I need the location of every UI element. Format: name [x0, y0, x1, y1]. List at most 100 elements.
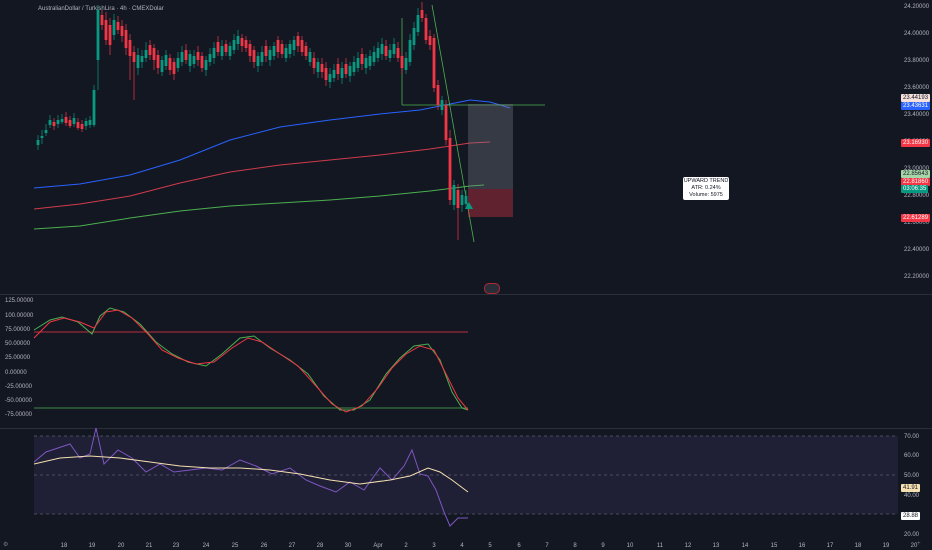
candle-body — [148, 45, 152, 55]
candle-body — [324, 68, 328, 80]
candle-body — [456, 190, 460, 208]
time-axis-label: 13 — [713, 543, 720, 549]
price-tag: 03:06:35 — [901, 185, 929, 193]
rsi-axis-label: 40.00 — [904, 493, 920, 499]
candle-body — [232, 40, 236, 50]
candle-body — [408, 40, 412, 62]
candle-body — [336, 64, 340, 74]
candle-body — [100, 15, 104, 25]
candle-body — [68, 120, 72, 126]
pane-separator[interactable] — [0, 428, 932, 429]
candle-body — [140, 56, 144, 62]
osc-axis-label: 25.00000 — [5, 355, 31, 361]
plus-icon[interactable]: + — [917, 541, 921, 547]
candle-body — [416, 15, 420, 32]
candle-body — [180, 52, 184, 62]
candle-body — [376, 48, 380, 58]
candle-body — [132, 52, 136, 62]
candle-body — [152, 48, 156, 60]
candle-body — [280, 44, 284, 54]
rsi-tag: 28.88 — [901, 512, 921, 520]
trend-tooltip: UPWARD TREND ATR: 0.24% Volume: 5975 — [683, 177, 729, 200]
pane-separator[interactable] — [0, 294, 932, 295]
price-tag: 23.44193 — [901, 94, 931, 102]
candle-body — [340, 68, 344, 78]
candle-body — [120, 26, 124, 36]
price-axis-label: 22.80000 — [904, 193, 930, 199]
oscillator-pane[interactable]: 125.00000 100.00000 75.00000 50.00000 25.000… — [0, 294, 932, 428]
time-axis-label: 12 — [685, 543, 692, 549]
candle-body — [424, 18, 428, 40]
candle-body — [224, 44, 228, 52]
candle-body — [108, 25, 112, 45]
candle-body — [36, 140, 40, 145]
osc-axis-label: 50.00000 — [5, 341, 31, 347]
candle-body — [396, 48, 400, 58]
time-axis-label: 30 — [345, 543, 352, 549]
candle-body — [292, 40, 296, 50]
candle-body — [212, 48, 216, 58]
time-axis-label: 21 — [146, 543, 153, 549]
candle-body — [460, 195, 464, 205]
candle-body — [248, 44, 252, 56]
time-axis-label: 20 — [911, 543, 918, 549]
time-axis-label: Apr — [373, 543, 382, 549]
candle-body — [428, 36, 432, 45]
stop-zone — [468, 189, 513, 217]
candle-body — [252, 50, 256, 62]
tooltip-title: UPWARD TREND — [683, 178, 729, 184]
price-axis-label: 22.40000 — [904, 247, 930, 253]
symbol-title[interactable]: AustralianDollar / TurkishLira · 4h · CM… — [38, 6, 164, 12]
candle-body — [436, 85, 440, 105]
candle-body — [52, 122, 56, 126]
time-axis-label: 16 — [799, 543, 806, 549]
candle-body — [464, 196, 468, 204]
candle-body — [440, 100, 444, 110]
price-tag: 22.61289 — [901, 214, 931, 222]
time-axis[interactable]: 18 19 20 21 23 24 25 26 27 28 30 Apr 2 3 4 5 6 7 8 9 10 11 12 1… — [0, 538, 932, 550]
indicator-logo-icon[interactable] — [484, 283, 500, 294]
osc-axis-label: 75.00000 — [5, 327, 31, 333]
candle-body — [112, 20, 116, 35]
candle-body — [56, 120, 60, 124]
time-axis-label: 19 — [883, 543, 890, 549]
time-axis-label: 3 — [432, 543, 436, 549]
candle-body — [320, 64, 324, 72]
candle-body — [176, 58, 180, 68]
candle-body — [392, 44, 396, 54]
candle-body — [244, 40, 248, 48]
price-axis-label: 22.60000 — [904, 220, 930, 226]
candle-body — [356, 58, 360, 68]
candle-body — [228, 46, 232, 56]
gear-icon[interactable]: ⚙ — [3, 542, 9, 548]
candle-body — [184, 50, 188, 60]
candle-body — [380, 44, 384, 54]
tooltip-volume: Volume: 5975 — [689, 192, 723, 198]
rsi-tag: 41.91 — [901, 484, 921, 492]
candle-body — [208, 54, 212, 62]
oscillator-chart[interactable]: 125.00000 100.00000 75.00000 50.00000 25.000… — [0, 294, 932, 428]
time-axis-label: 5 — [488, 543, 492, 549]
candle-body — [156, 55, 160, 68]
time-axis-label: 15 — [771, 543, 778, 549]
candle-body — [216, 42, 220, 52]
candle-body — [144, 50, 148, 58]
candle-body — [164, 55, 168, 66]
price-tag: 22.85643 — [901, 170, 931, 178]
candle-body — [444, 105, 448, 140]
time-axis-label: 24 — [203, 543, 210, 549]
time-axis-label: 6 — [517, 543, 521, 549]
ema-red-line — [33, 141, 491, 210]
candlestick-chart[interactable]: 24.20000 24.00000 23.80000 23.60000 23.40000… — [0, 0, 932, 294]
main-price-pane[interactable]: 24.20000 24.00000 23.80000 23.60000 23.40000… — [0, 0, 932, 294]
candle-body — [316, 62, 320, 72]
candle-body — [220, 46, 224, 56]
time-axis-label: 18 — [855, 543, 862, 549]
candle-body — [200, 56, 204, 68]
price-axis-label: 23.00000 — [904, 166, 930, 172]
candle-body — [128, 40, 132, 56]
candle-body — [92, 90, 96, 125]
time-axis-label: 26 — [261, 543, 268, 549]
